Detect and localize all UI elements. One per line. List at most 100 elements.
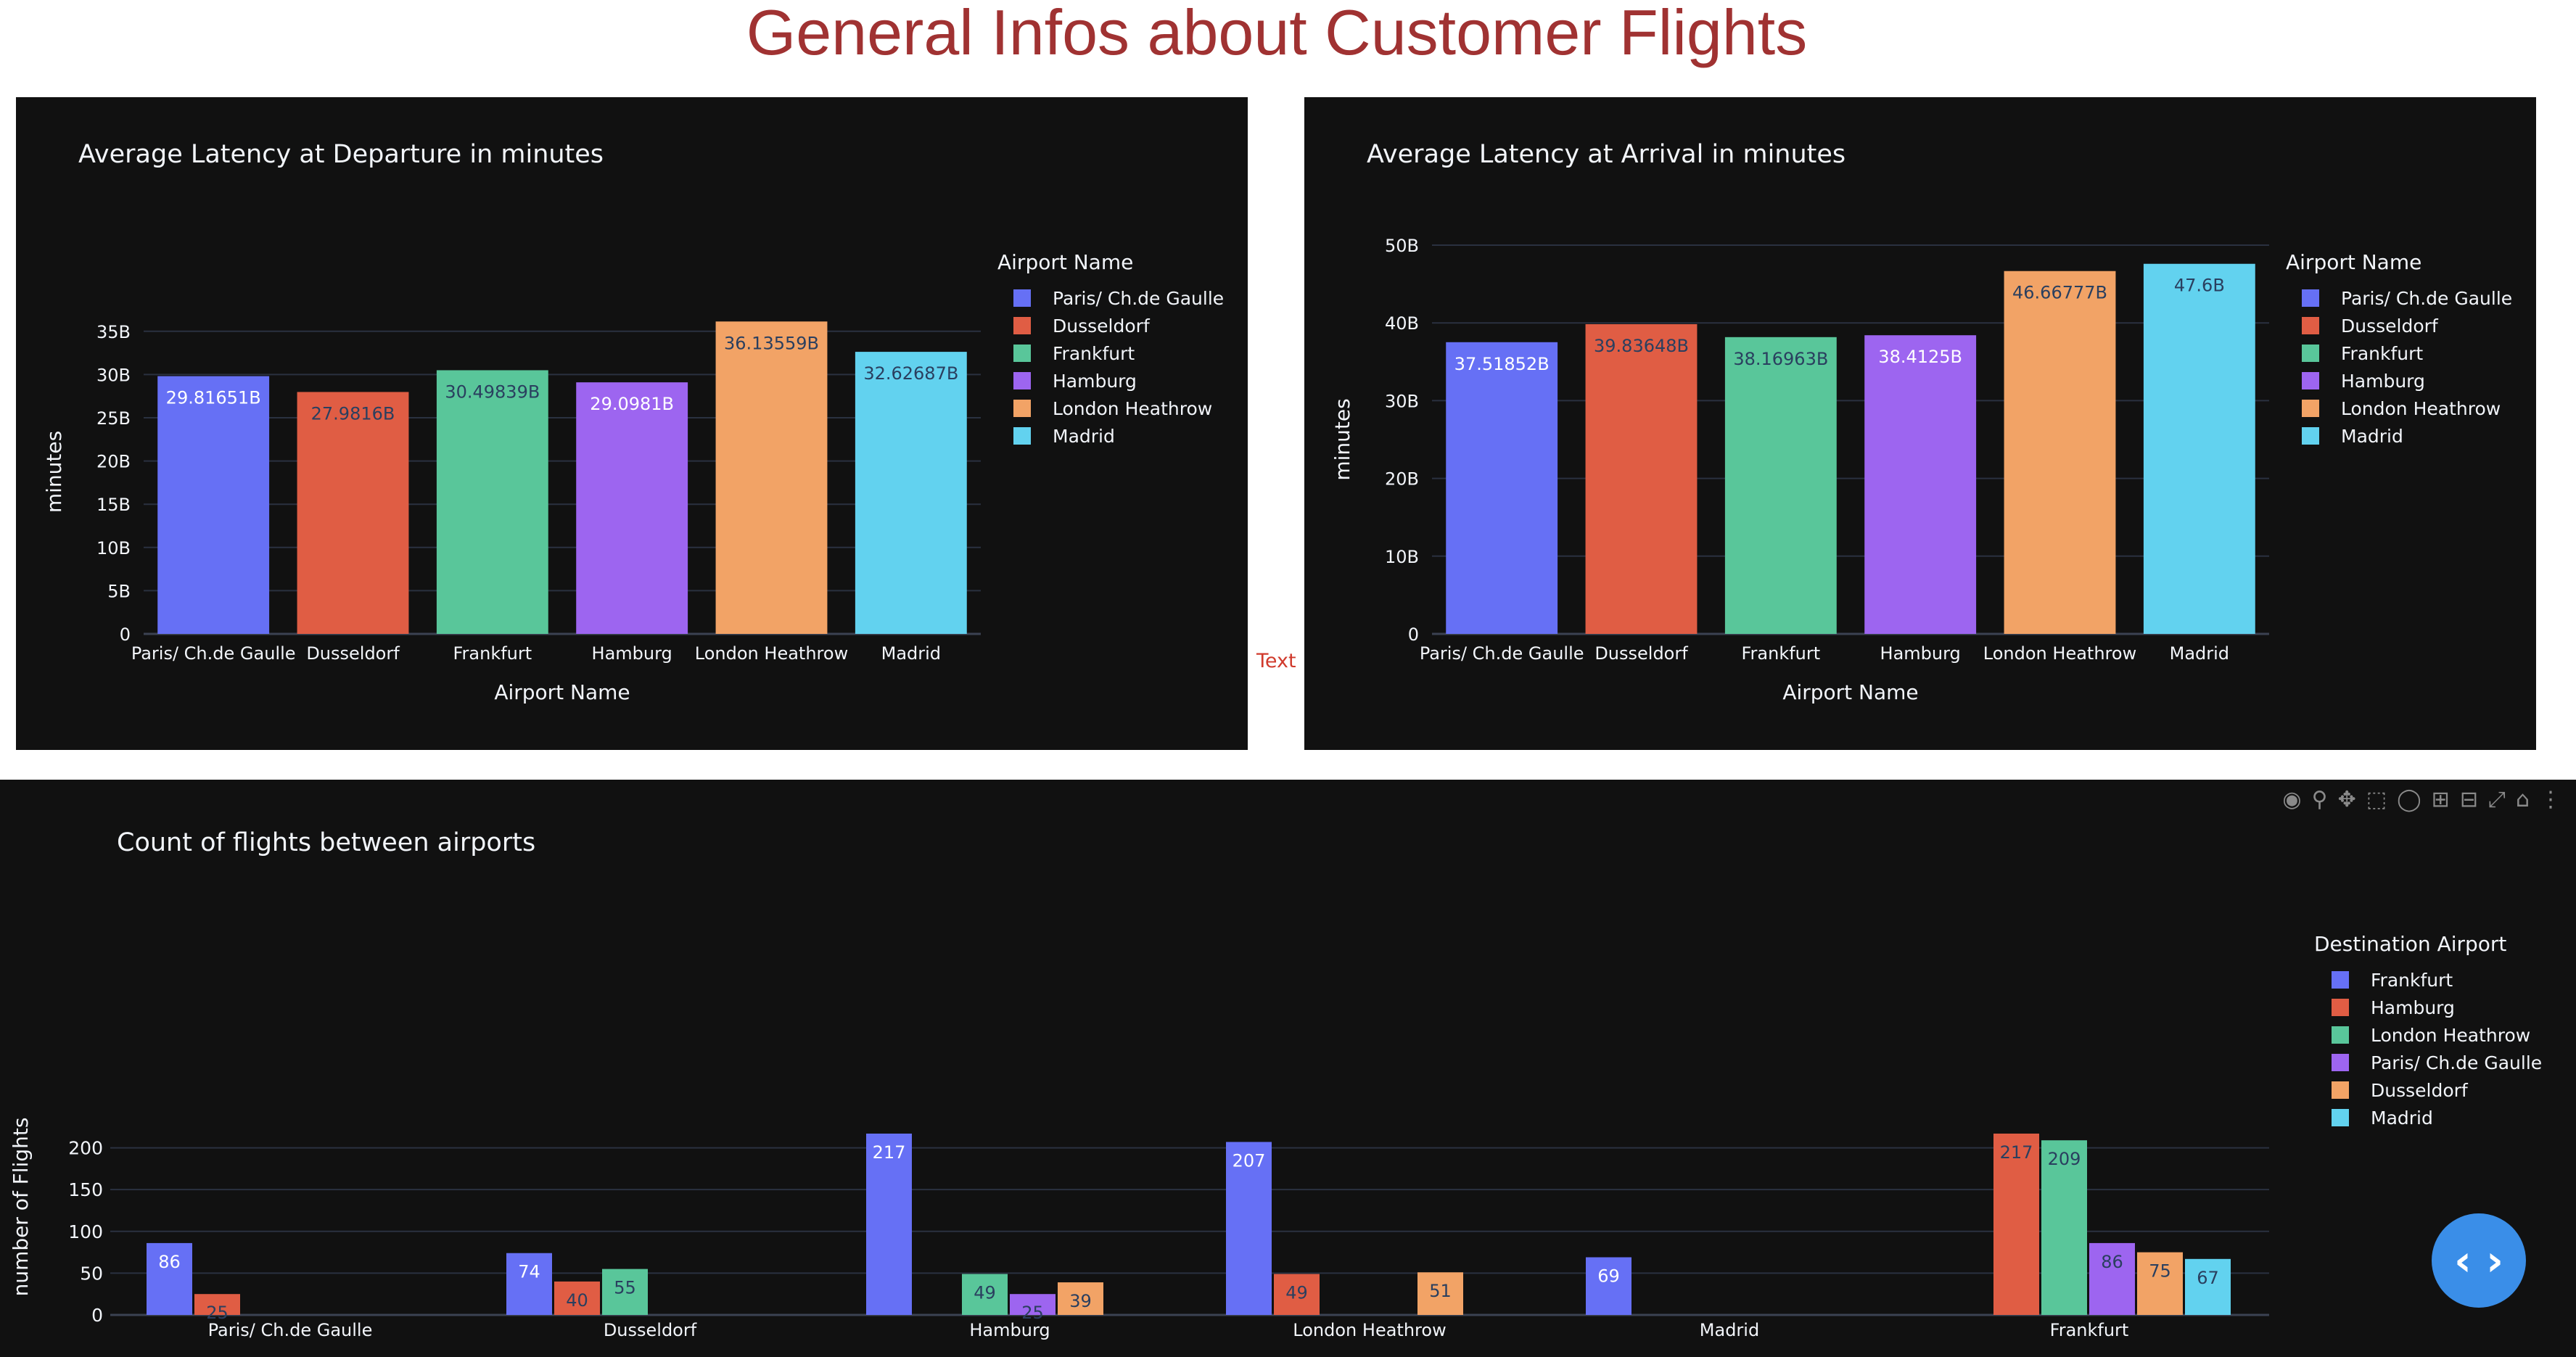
bar-value-label: 29.0981B [590, 394, 674, 414]
zoom-out-icon[interactable]: ⊟ [2459, 787, 2478, 812]
legend-swatch [2332, 1081, 2349, 1099]
y-tick-label: 30B [1385, 391, 1419, 411]
bar [1724, 337, 1837, 634]
bar [1586, 1257, 1631, 1315]
legend-swatch [2302, 427, 2319, 445]
bar-value-label: 32.62687B [863, 363, 958, 384]
y-axis-title: minutes [1330, 398, 1354, 480]
x-tick-label: London Heathrow [1293, 1320, 1446, 1340]
lasso-icon[interactable]: ◯ [2397, 787, 2421, 812]
legend-swatch [2302, 289, 2319, 307]
bar [1993, 1133, 2039, 1315]
bar-value-label: 30.49839B [445, 381, 540, 402]
x-tick-label: London Heathrow [1983, 643, 2136, 664]
autoscale-icon[interactable]: ⤢ [2487, 787, 2506, 812]
x-tick-label: London Heathrow [695, 643, 848, 664]
y-tick-label: 5B [107, 581, 131, 601]
legend-item-label: London Heathrow [1053, 398, 1212, 419]
bar-value-label: 217 [2000, 1142, 2033, 1163]
bar [855, 352, 967, 634]
legend-swatch [1013, 317, 1031, 334]
y-tick-label: 10B [1385, 547, 1419, 567]
bar [1058, 1282, 1103, 1315]
legend-swatch [2332, 1054, 2349, 1071]
y-tick-label: 25B [96, 408, 131, 429]
departure-latency-chart: Average Latency at Departure in minutes 0… [16, 97, 1248, 750]
plotly-logo-icon[interactable]: ⋮ [2540, 787, 2561, 812]
code-toggle-button[interactable]: ‹ › [2432, 1213, 2526, 1308]
x-tick-label: Frankfurt [2050, 1320, 2129, 1340]
bar-value-label: 207 [1233, 1151, 1266, 1171]
bar-value-label: 86 [2101, 1252, 2123, 1272]
x-axis-title: Airport Name [1782, 680, 1918, 704]
bar [194, 1294, 240, 1315]
legend-item-label: Frankfurt [2341, 343, 2423, 364]
legend-swatch [1013, 289, 1031, 307]
legend-item-label: London Heathrow [2341, 398, 2501, 419]
bar-value-label: 49 [1285, 1283, 1308, 1303]
bar [715, 321, 828, 634]
y-tick-label: 0 [120, 624, 131, 645]
legend-item-label: Frankfurt [2371, 970, 2453, 991]
bar-value-label: 40 [566, 1290, 588, 1311]
x-tick-label: Hamburg [592, 643, 672, 664]
reset-axes-icon[interactable]: ⌂ [2515, 787, 2530, 812]
legend-item-label: Hamburg [2341, 371, 2425, 392]
legend-item-label: Dusseldorf [2371, 1080, 2469, 1101]
bar-value-label: 38.4125B [1878, 347, 1962, 367]
bar [2143, 263, 2255, 634]
camera-icon[interactable]: ◉ [2282, 787, 2302, 812]
bar-value-label: 29.81651B [166, 388, 261, 408]
bar [2137, 1252, 2183, 1315]
legend-swatch [2302, 372, 2319, 389]
bar [866, 1133, 912, 1315]
bar-value-label: 51 [1429, 1281, 1452, 1301]
bar-value-label: 25 [206, 1303, 229, 1323]
bar-value-label: 75 [2149, 1261, 2171, 1282]
bar-value-label: 67 [2197, 1268, 2219, 1288]
bar [2089, 1242, 2135, 1315]
bar [157, 376, 270, 634]
bar [1585, 323, 1698, 634]
x-tick-label: Dusseldorf [306, 643, 400, 664]
legend-swatch [2302, 317, 2319, 334]
bar [962, 1274, 1008, 1315]
bar-value-label: 37.51852B [1454, 354, 1550, 374]
y-tick-label: 20B [1385, 469, 1419, 490]
legend-swatch [1013, 427, 1031, 445]
y-axis-title: number of Flights [9, 1118, 33, 1297]
x-tick-label: Paris/ Ch.de Gaulle [208, 1320, 373, 1340]
bar [147, 1242, 192, 1315]
x-tick-label: Paris/ Ch.de Gaulle [131, 643, 296, 664]
legend-item-label: Dusseldorf [1053, 315, 1151, 337]
arrival-latency-svg: Average Latency at Arrival in minutes 0 10… [1330, 140, 2512, 704]
x-axis-title: Airport Name [494, 680, 630, 704]
legend-item-label: Paris/ Ch.de Gaulle [2371, 1052, 2542, 1073]
bar-value-label: 209 [2048, 1149, 2081, 1169]
legend-item-label: Paris/ Ch.de Gaulle [2341, 288, 2512, 309]
legend-item-label: Frankfurt [1053, 343, 1135, 364]
code-icon: ‹ › [2454, 1236, 2503, 1285]
legend-swatch [1013, 345, 1031, 362]
y-tick-label: 35B [96, 322, 131, 342]
zoom-icon[interactable]: ⚲ [2311, 787, 2328, 812]
y-tick-label: 200 [68, 1138, 103, 1159]
x-tick-label: Madrid [881, 643, 941, 664]
bar-value-label: 47.6B [2174, 276, 2225, 296]
bar-value-label: 46.66777B [2012, 283, 2107, 303]
legend-item-label: Dusseldorf [2341, 315, 2439, 337]
legend-title: Destination Airport [2314, 932, 2506, 956]
bar-value-label: 86 [158, 1252, 181, 1272]
legend-title: Airport Name [997, 250, 1133, 274]
y-tick-label: 15B [96, 495, 131, 515]
bar [1226, 1142, 1272, 1315]
bar-value-label: 39.83648B [1594, 336, 1689, 356]
zoom-in-icon[interactable]: ⊞ [2431, 787, 2450, 812]
bar [436, 370, 548, 634]
bar [602, 1269, 648, 1315]
y-tick-label: 150 [68, 1179, 103, 1200]
bar [2041, 1140, 2087, 1315]
pan-icon[interactable]: ✥ [2337, 787, 2356, 812]
box-select-icon[interactable]: ⬚ [2366, 787, 2387, 812]
legend-item-label: Hamburg [2371, 997, 2455, 1018]
